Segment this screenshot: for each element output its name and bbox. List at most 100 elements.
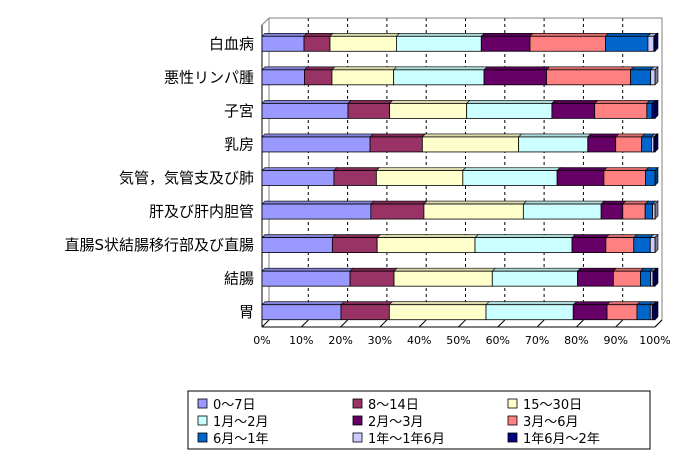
bar-segment-top (393, 267, 497, 272)
bar-segment (615, 136, 643, 153)
bar-segment (466, 102, 553, 119)
x-tick-label: 10% (289, 334, 313, 347)
legend-swatch (352, 398, 363, 409)
bar-segment-top (388, 100, 471, 104)
bar-segment-top (303, 32, 334, 37)
floor-gridline (497, 319, 506, 328)
bar-segment-top (303, 66, 336, 71)
bar-segment (421, 136, 520, 153)
floor-edge (654, 319, 663, 328)
bar-segment (480, 35, 531, 52)
bar-segment (571, 237, 607, 254)
bar-segment (594, 102, 648, 119)
bar-segment (606, 304, 638, 321)
bar-segment (641, 136, 652, 153)
floor-gridline (261, 319, 270, 328)
bar-segment (261, 304, 342, 321)
bar-segment (645, 170, 656, 186)
bar-segment (653, 35, 656, 52)
legend-swatch (352, 415, 363, 426)
category-label: 気管，気管支及び肺 (119, 169, 254, 187)
legend: 0〜7日 8〜14日 15〜30日 1月〜2月 2月〜3月 3月〜6月 6月〜1年 1年〜1年… (187, 390, 651, 450)
bar-segment (369, 136, 423, 153)
bar-segment-top (606, 301, 641, 306)
bar-segment-top (605, 234, 638, 238)
legend-label: 15〜30日 (523, 398, 582, 413)
bar-segment-top (261, 32, 308, 37)
bar-segment (652, 203, 656, 220)
bar-segment-top (261, 167, 338, 171)
bar-segment (651, 304, 656, 321)
legend-swatch (507, 415, 518, 426)
bar-segment-top (376, 234, 479, 238)
bar-segment-top (576, 267, 618, 272)
x-tick-label: 20% (328, 334, 352, 347)
bar-segment (491, 270, 578, 287)
bar-segment-top (340, 301, 394, 306)
floor-gridline (458, 319, 466, 328)
bar-segment (551, 102, 596, 119)
plot-area: 0% 10% 20% 30% 40% 50% 60% 70% 80% 90% 100% 白血病悪性リン… (64, 17, 671, 347)
bar-segment-top (622, 200, 649, 205)
bar-segment-top (369, 133, 427, 138)
bar-segment-top (261, 234, 337, 238)
bar-segment (622, 203, 646, 220)
bar-segment (483, 69, 547, 86)
x-tick-label: 50% (446, 334, 470, 347)
bar-end-face (654, 32, 659, 53)
bar-segment-top (587, 133, 620, 138)
bar-segment (518, 136, 589, 153)
bar-segment (396, 35, 482, 52)
bar-end-face (654, 300, 659, 321)
legend-label: 6月〜1年 (213, 432, 269, 447)
x-tick-label: 80% (564, 334, 588, 347)
bar-segment-top (600, 200, 627, 205)
bar-segment (347, 102, 391, 119)
bar-segment-top (522, 200, 605, 205)
bar-segment (651, 102, 656, 119)
bar-segment (522, 203, 602, 220)
floor-gridline (536, 319, 545, 328)
bar-segment (375, 170, 464, 186)
bar-segment-top (261, 200, 375, 205)
category-label: 胃 (239, 303, 254, 321)
bar-segment (546, 69, 632, 86)
bar-segment-top (388, 301, 490, 306)
floor-gridline (576, 319, 584, 328)
bar-segment (261, 270, 351, 287)
bar-segment-top (572, 301, 611, 306)
bar-end-face (654, 99, 659, 120)
bar-segment (650, 69, 656, 86)
floor-gridline (379, 319, 388, 328)
bar-segment (644, 203, 654, 220)
bar-segment (389, 102, 468, 119)
bar-segment-top (462, 167, 561, 171)
bar-segment-top (517, 133, 592, 138)
bar-segment-top (551, 100, 599, 104)
bar-segment-top (604, 32, 652, 37)
bar-segment (340, 304, 390, 321)
legend-swatch (507, 432, 518, 443)
bar-segment-top (423, 200, 528, 205)
bar-segment (423, 203, 524, 220)
bar-segment (376, 237, 476, 254)
bar-segment-top (603, 167, 650, 171)
bar-segment (370, 203, 425, 220)
legend-swatch (352, 432, 363, 443)
bar-segment-top (421, 133, 523, 138)
bar-segment (636, 304, 651, 321)
floor-gridline (418, 319, 427, 328)
bar-segment (393, 69, 485, 86)
bar-segment-top (480, 32, 534, 37)
bar-segment-top (349, 267, 398, 272)
bar-segment (653, 136, 656, 153)
bar-segment (304, 69, 333, 86)
x-tick-label: 90% (603, 334, 627, 347)
bar-segment (612, 270, 641, 287)
bar-segment (261, 203, 372, 220)
bar-segment-top (392, 66, 488, 71)
bar-segment-top (261, 267, 354, 272)
bar-segment-top (329, 32, 401, 37)
x-tick-label: 30% (368, 334, 392, 347)
bar-segment (261, 237, 333, 254)
